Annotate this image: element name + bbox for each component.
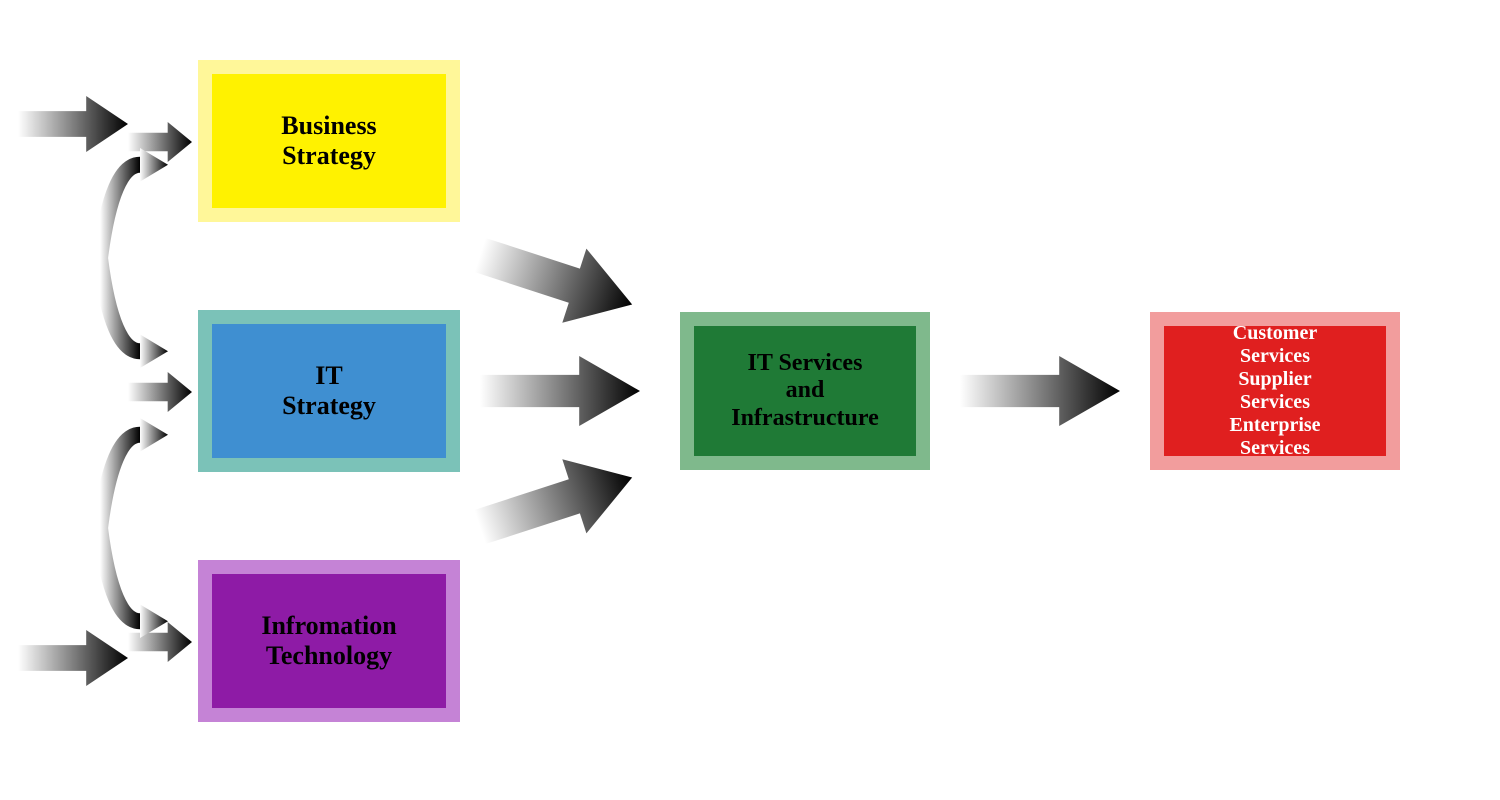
arrow-left-in-top — [18, 96, 128, 152]
node-it-services: IT Services and Infrastructure — [680, 312, 930, 470]
node-inner-it-services: IT Services and Infrastructure — [694, 326, 916, 456]
node-business-strategy: Business Strategy — [198, 60, 460, 222]
arrow-svc-to-cust — [960, 356, 1120, 426]
arrow-col1-to-svc-bot — [468, 440, 644, 564]
node-label-customer-services: Customer Services Supplier Services Ente… — [1229, 322, 1320, 460]
node-customer-services: Customer Services Supplier Services Ente… — [1150, 312, 1400, 470]
node-label-business-strategy: Business Strategy — [281, 111, 376, 171]
curved-arrow-curve-bottom — [90, 418, 168, 638]
left-bracket — [18, 118, 50, 668]
arrow-col1-to-svc-mid — [480, 356, 640, 426]
node-inner-information-technology: Infromation Technology — [212, 574, 446, 708]
arrow-mid-to-center — [128, 372, 192, 412]
node-inner-it-strategy: IT Strategy — [212, 324, 446, 458]
node-label-it-strategy: IT Strategy — [282, 361, 376, 421]
arrow-left-in-bottom — [18, 630, 128, 686]
node-it-strategy: IT Strategy — [198, 310, 460, 472]
diagram-canvas: Business Strategy IT Strategy Infromation … — [0, 0, 1500, 800]
node-label-it-services: IT Services and Infrastructure — [731, 350, 879, 433]
node-information-technology: Infromation Technology — [198, 560, 460, 722]
curved-arrow-curve-top — [90, 148, 168, 368]
node-label-information-technology: Infromation Technology — [261, 611, 396, 671]
node-inner-business-strategy: Business Strategy — [212, 74, 446, 208]
node-inner-customer-services: Customer Services Supplier Services Ente… — [1164, 326, 1386, 456]
arrow-col1-to-svc-top — [468, 218, 644, 342]
